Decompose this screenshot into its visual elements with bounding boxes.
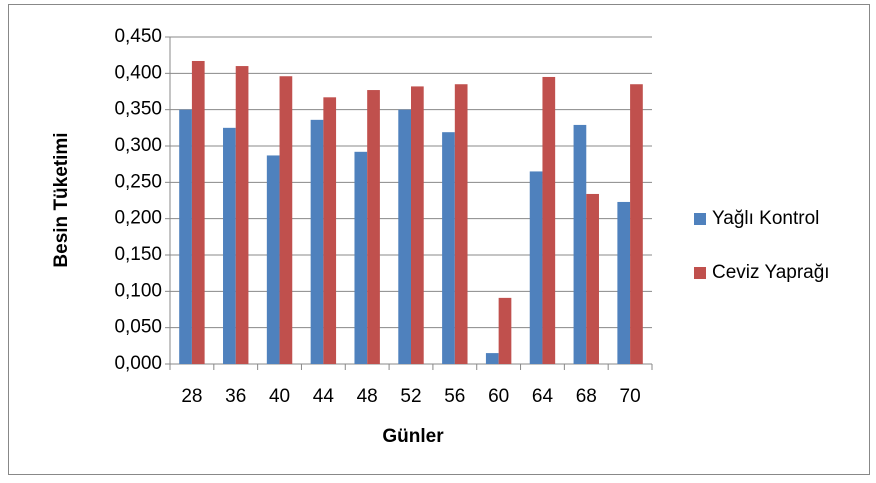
bar: [179, 109, 192, 365]
x-tick-label: 70: [620, 386, 641, 407]
legend-swatch: [694, 267, 706, 279]
bar: [542, 76, 556, 364]
bar: [266, 155, 280, 364]
bar: [454, 84, 468, 364]
y-axis-label: Besin Tüketimi: [51, 132, 72, 267]
y-tick-label: 0,000: [114, 353, 162, 374]
x-tick-label: 64: [532, 386, 554, 407]
bar: [498, 297, 512, 364]
y-tick-label: 0,300: [114, 135, 162, 156]
bar: [617, 201, 631, 364]
x-tick-label: 36: [225, 386, 246, 407]
x-tick-label: 68: [576, 386, 597, 407]
legend-swatch: [694, 213, 706, 225]
x-tick-label: 28: [181, 386, 202, 407]
y-tick-label: 0,050: [114, 317, 162, 338]
y-tick-label: 0,350: [114, 99, 162, 120]
chart-border: [8, 4, 870, 475]
bar: [279, 76, 293, 365]
bar: [586, 193, 599, 364]
x-tick-label: 56: [444, 386, 465, 407]
bar: [354, 151, 368, 364]
bar: [310, 119, 324, 364]
y-tick-label: 0,100: [114, 280, 162, 301]
bar: [630, 84, 643, 364]
bar: [398, 109, 411, 365]
y-tick-label: 0,450: [114, 26, 162, 47]
bar: [323, 97, 337, 365]
y-tick-label: 0,200: [114, 208, 162, 229]
y-tick-label: 0,150: [114, 244, 162, 265]
bar: [442, 132, 455, 364]
bar: [191, 60, 205, 364]
bar: [235, 66, 249, 365]
x-tick-label: 40: [269, 386, 290, 407]
x-tick-label: 48: [357, 386, 378, 407]
legend-label: Ceviz Yaprağı: [712, 262, 830, 283]
bar: [573, 124, 587, 364]
legend-label: Yağlı Kontrol: [712, 208, 819, 229]
y-tick-label: 0,250: [114, 171, 162, 192]
x-axis-label: Günler: [382, 426, 444, 447]
bar: [367, 90, 380, 365]
bar: [223, 127, 236, 364]
y-tick-label: 0,400: [114, 62, 162, 83]
bar: [529, 171, 543, 364]
x-tick-label: 44: [313, 386, 335, 407]
bar: [485, 353, 499, 364]
bar: [411, 86, 424, 364]
x-tick-label: 60: [488, 386, 509, 407]
x-tick-label: 52: [400, 386, 421, 407]
